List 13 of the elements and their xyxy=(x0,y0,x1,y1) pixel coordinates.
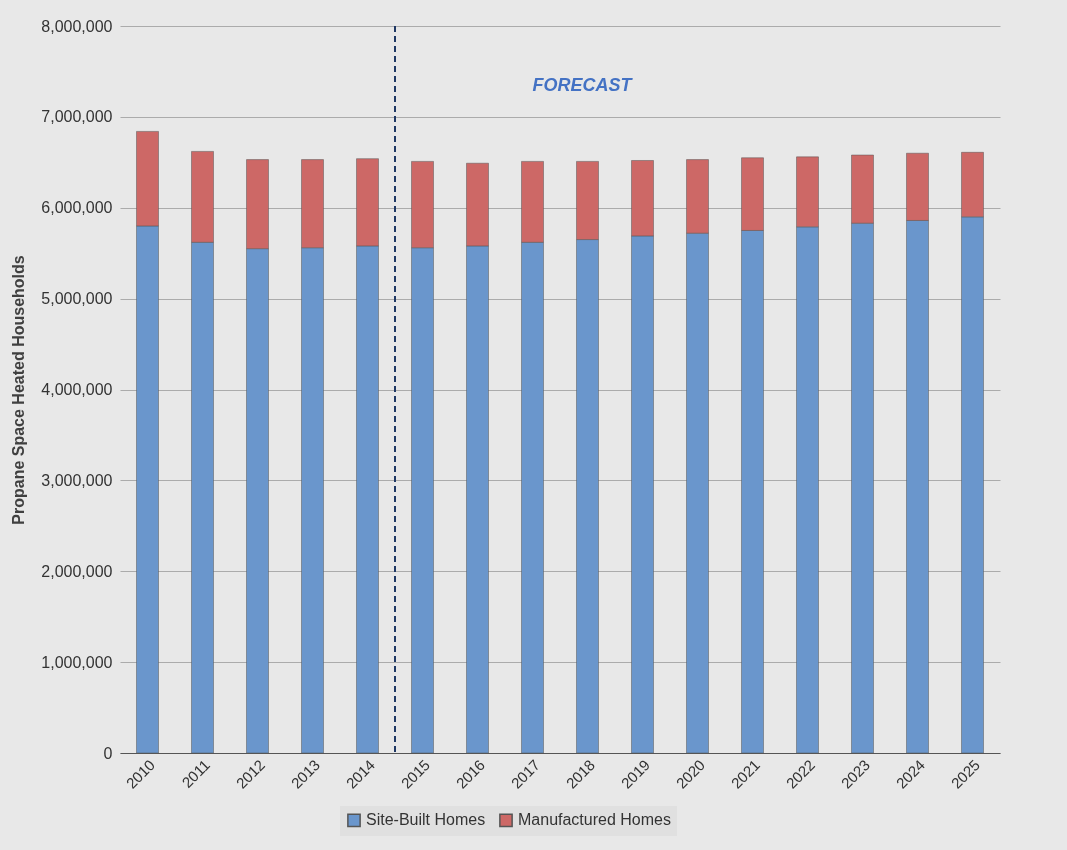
y-tick-label: 2,000,000 xyxy=(41,562,113,580)
y-tick-label: 3,000,000 xyxy=(41,471,113,489)
legend-label: Site-Built Homes xyxy=(366,811,486,829)
annotation: FORECAST xyxy=(532,75,634,95)
y-tick-label: 4,000,000 xyxy=(41,381,113,398)
y-tick-label: 5,000,000 xyxy=(41,290,113,308)
y-tick-label: 1,000,000 xyxy=(41,653,113,671)
y-tick-label: 8,000,000 xyxy=(41,17,113,35)
legend-label: Manufactured Homes xyxy=(518,811,671,829)
y-axis-title: Propane Space Heated Households xyxy=(10,255,28,525)
y-tick-label: 6,000,000 xyxy=(41,199,113,217)
y-tick-label: 0 xyxy=(103,744,113,762)
y-tick-label: 7,000,000 xyxy=(41,108,113,126)
